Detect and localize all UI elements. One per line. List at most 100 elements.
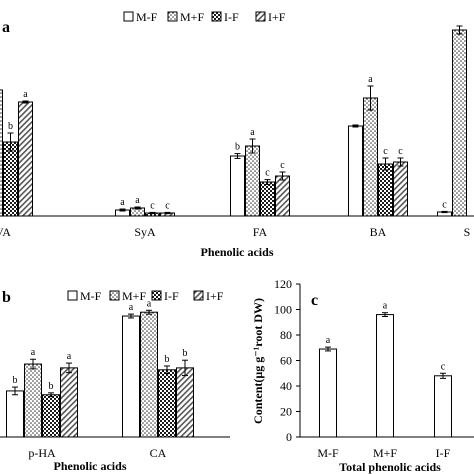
panel-c-y-tick-80: 80 xyxy=(280,328,292,342)
panel-b-x-axis-title: Phenolic acids xyxy=(53,459,126,473)
panel-letter-a: a xyxy=(2,19,10,36)
panel-b-error-bar-ca-i-f xyxy=(164,365,170,375)
panel-b-bar-ca-i-f xyxy=(176,367,194,438)
panel-a-sig-label-s-m-f: c xyxy=(442,199,447,210)
panel-b-legend-item-i-f: I+F xyxy=(193,289,224,303)
panel-a-legend-item-m-f: M+F xyxy=(167,10,204,24)
panel-a-bar-fa-i-f xyxy=(275,175,290,217)
panel-a-bar-ba-i-f xyxy=(378,163,393,217)
panel-a-legend-item-i-f: I-F xyxy=(211,10,239,24)
panel-a-error-bar-fa-i-f xyxy=(279,171,286,181)
panel-a-error-bar-ba-m-f xyxy=(367,85,374,111)
panel-b-error-bar-p-ha-i-f xyxy=(66,362,72,374)
panel-b-legend: M-F M+F I-F I+F xyxy=(67,289,224,303)
panel-b-bar-p-ha-m-f xyxy=(6,390,24,438)
panel-b-bar-p-ha-m-f xyxy=(24,363,42,438)
panel-a-error-bar-sya-m-f xyxy=(119,208,126,212)
panel-a-sig-label-sya-i-f: c xyxy=(165,200,170,211)
panel-c-y-tick-60: 60 xyxy=(280,354,292,368)
panel-c-error-bar-m-f xyxy=(382,312,388,318)
panel-a-legend-label-i-f: I-F xyxy=(224,10,239,24)
panel-b-x-tick-p-ha: p-HA xyxy=(28,446,56,460)
panel-a-bar-fa-m-f xyxy=(230,155,245,217)
panel-a-error-bar-sya-i-f xyxy=(149,211,156,215)
panel-b-sig-label-p-ha-m-f: b xyxy=(13,375,18,386)
panel-letter-b: b xyxy=(2,289,11,306)
panel-b-bar-p-ha-i-f xyxy=(42,394,60,438)
panel-a-error-bar-ba-i-f xyxy=(397,157,404,167)
panel-c-x-axis-title: Total phenolic acids xyxy=(339,460,441,474)
panel-letter-c: c xyxy=(311,292,318,309)
panel-b-x-tick-ca: CA xyxy=(150,446,167,460)
panel-c-y-tick-40: 40 xyxy=(280,379,292,393)
panel-c-bar-m-f xyxy=(319,348,337,438)
panel-a-legend-swatch-m-f xyxy=(167,11,178,22)
panel-a-sig-label-fa-m-f: b xyxy=(235,142,240,153)
panel-a-sig-label-ba-i-f: c xyxy=(398,146,403,157)
panel-b-sig-label-p-ha-i-f: a xyxy=(67,351,72,362)
panel-a-sig-label-va-i-f: a xyxy=(23,89,28,100)
panel-a-sig-label-fa-i-f: c xyxy=(280,160,285,171)
panel-b: b M-F M+F I-F I+F b a b a a a b b p-HA CA Phenolic … xyxy=(0,289,230,473)
panel-b-legend-label-i-f: I+F xyxy=(206,289,224,303)
panel-c-sig-label-i-f: c xyxy=(441,361,446,372)
panel-b-legend-swatch-i-f xyxy=(193,290,204,301)
panel-a-bar-va-i-f xyxy=(18,101,33,217)
panel-a-error-bar-s-m-f xyxy=(441,210,448,214)
panel-b-error-bar-ca-m-f xyxy=(146,309,152,315)
panel-a-legend-label-m-f: M-F xyxy=(136,10,158,24)
panel-a-legend-item-m-f: M-F xyxy=(123,10,158,24)
panel-a-sig-label-va-i-f: b xyxy=(8,121,13,132)
panel-a-x-tick-sya: SyA xyxy=(134,225,156,239)
panel-c-sig-label-m-f: a xyxy=(326,335,331,346)
panel-b-legend-swatch-m-f xyxy=(67,290,78,301)
panel-a-bar-s-m-f xyxy=(452,29,467,217)
panel-c-error-bar-m-f xyxy=(325,346,331,352)
panel-b-sig-label-ca-m-f: a xyxy=(147,298,152,309)
panel-a-sig-label-fa-m-f: a xyxy=(250,127,255,138)
panel-a-x-tick-ba: BA xyxy=(370,225,387,239)
panel-b-sig-label-p-ha-m-f: a xyxy=(31,347,36,358)
panel-c-y-tick-labels: 0 20 40 60 80 100 120 xyxy=(274,277,300,444)
panel-c-bar-i-f xyxy=(434,375,452,438)
panel-a-error-bar-ba-i-f xyxy=(382,157,389,171)
panel-b-legend-swatch-i-f xyxy=(151,290,162,301)
panel-a-legend-label-i-f: I+F xyxy=(268,10,286,24)
panel-a-error-bar-fa-m-f xyxy=(249,138,256,154)
panel-a-legend: M-F M+F I-F I+F xyxy=(123,10,286,24)
panel-c-x-tick-m-f: M+F xyxy=(373,446,397,460)
panel-a: a M-FM+FI-FI+F babaaaccbaccaccc VASyAFAB… xyxy=(0,10,474,259)
panel-a-bar-va-i-f xyxy=(3,141,18,217)
panel-a-error-bar-va-i-f xyxy=(7,132,14,152)
panel-a-sig-label-sya-m-f: a xyxy=(135,195,140,206)
panel-a-legend-swatch-i-f xyxy=(211,11,222,22)
panel-c-sig-label-m-f: a xyxy=(383,301,388,312)
panel-a-legend-label-m-f: M+F xyxy=(180,10,204,24)
panel-a-x-tick-fa: FA xyxy=(253,225,268,239)
panel-b-legend-label-m-f: M-F xyxy=(80,289,102,303)
panel-c-bars: a a c xyxy=(319,301,452,438)
panel-b-error-bar-p-ha-i-f xyxy=(48,392,54,398)
panel-b-legend-item-i-f: I-F xyxy=(151,289,179,303)
panel-c-y-tick-100: 100 xyxy=(274,303,292,317)
panel-a-legend-swatch-i-f xyxy=(255,11,266,22)
panel-a-bar-va-m-f xyxy=(0,89,3,217)
panel-b-sig-label-ca-i-f: b xyxy=(165,354,170,365)
panel-c-y-tick-20: 20 xyxy=(280,405,292,419)
panel-a-sig-label-sya-m-f: a xyxy=(120,197,125,208)
panel-b-legend-item-m-f: M+F xyxy=(109,289,146,303)
panel-a-x-tick-s: S xyxy=(464,225,471,239)
panel-b-bar-ca-i-f xyxy=(158,369,176,438)
panel-c-x-tick-labels: M-F M+F I-F xyxy=(317,446,450,460)
panel-a-sig-label-ba-i-f: c xyxy=(383,146,388,157)
panel-b-legend-item-m-f: M-F xyxy=(67,289,102,303)
panel-b-legend-label-i-f: I-F xyxy=(164,289,179,303)
panel-a-error-bar-va-i-f xyxy=(22,100,29,104)
panel-b-error-bar-ca-i-f xyxy=(182,359,188,377)
panel-c: c Content(µg g⁻¹root DW) 0 20 40 60 80 100 120… xyxy=(251,277,474,474)
panel-a-bar-fa-m-f xyxy=(245,145,260,217)
panel-a-error-bar-sya-m-f xyxy=(134,206,141,210)
panel-a-x-tick-labels: VA SyA FA BA S xyxy=(0,225,470,239)
panel-a-sig-label-fa-i-f: c xyxy=(265,168,270,179)
